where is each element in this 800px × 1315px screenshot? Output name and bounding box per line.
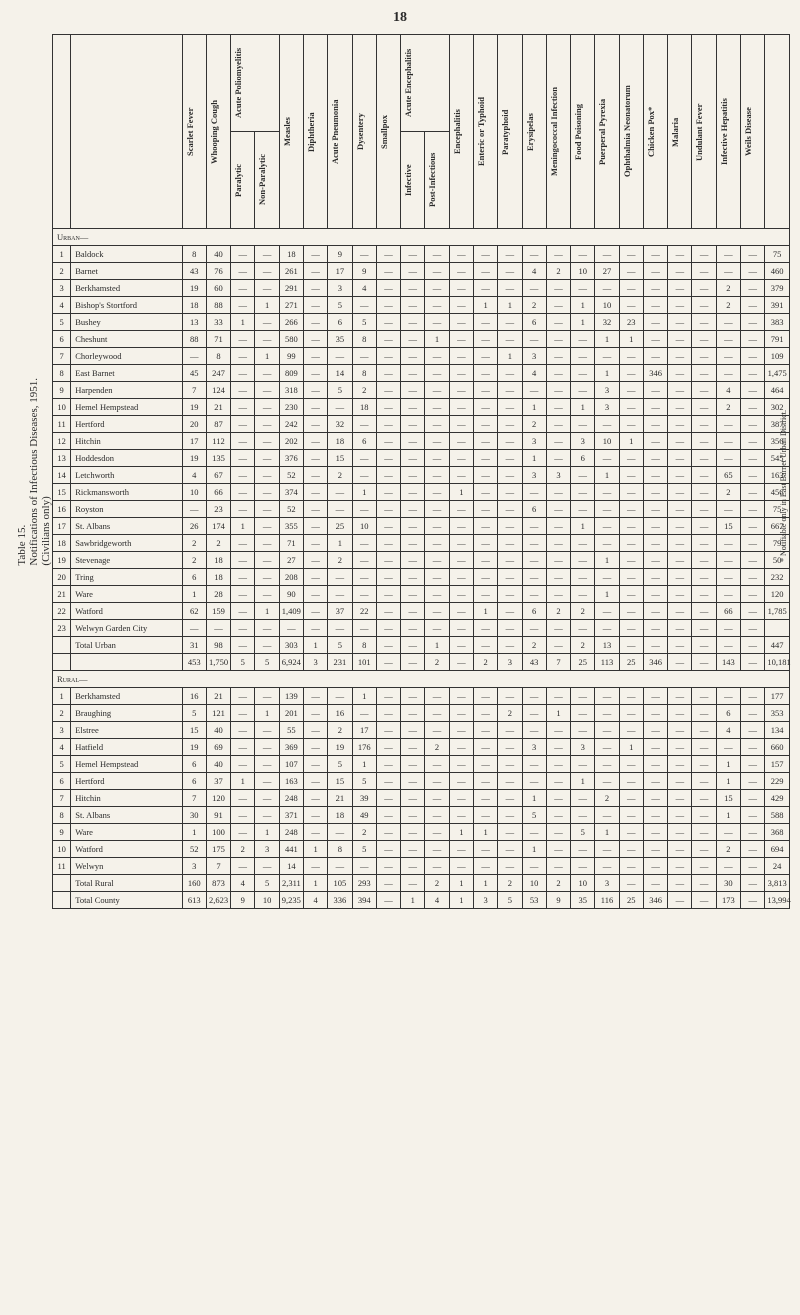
table-row: 3Berkhamsted1960——291—34——————————————2—…	[53, 280, 790, 297]
table-row: 7Hitchin7120——248—2139——————1——2————15—4…	[53, 790, 790, 807]
footnote: * Notifiable only in East Barnet Urban D…	[779, 410, 788, 562]
table-row: 9Harpenden7124——318—52—————————3————4—46…	[53, 382, 790, 399]
table-row: 17St. Albans261741—355—2510————————1————…	[53, 518, 790, 535]
section-label-row: Urban—	[53, 229, 790, 246]
page-number: 18	[10, 10, 790, 26]
table-row: 1Berkhamsted1621——139——1————————————————…	[53, 688, 790, 705]
table-row: 18Sawbridgeworth22——71—1————————————————…	[53, 535, 790, 552]
table-row: 8East Barnet45247——809—148——————4——1—346…	[53, 365, 790, 382]
table-row: 3Elstree1540——55—217——————————————4—134	[53, 722, 790, 739]
table-row: 15Rickmansworth1066——374——1———1—————————…	[53, 484, 790, 501]
table-row: 12Hitchin17112——202—186——————3—3101—————…	[53, 433, 790, 450]
group-header-row: Scarlet Fever Whooping Cough Acute Polio…	[53, 35, 790, 132]
table-row: 23Welwyn Garden City————————————————————…	[53, 620, 790, 637]
table-row: 7Chorleywood—8—199————————13—————————109	[53, 348, 790, 365]
table-row: 2Barnet4376——261—179——————421027——————46…	[53, 263, 790, 280]
total-row: Total County6132,6239109,2354336394—1413…	[53, 892, 790, 909]
table-row: 1Baldock840——18—9—————————————————75	[53, 246, 790, 263]
table-row: 2Braughing5121—1201—16——————2—1——————6—3…	[53, 705, 790, 722]
table-row: 16Royston—23——52—————————6—————————75	[53, 501, 790, 518]
notifications-table: Scarlet Fever Whooping Cough Acute Polio…	[52, 34, 790, 909]
table-row: 5Bushey13331—266—65——————6—13223—————383	[53, 314, 790, 331]
table-row: 11Hertford2087——242—32———————2—————————3…	[53, 416, 790, 433]
total-row: 4531,750556,9243231101——2—23437251132534…	[53, 654, 790, 671]
table-row: 6Cheshunt8871——580—358——1——————11—————79…	[53, 331, 790, 348]
table-title: Table 15. Notifications of Infectious Di…	[10, 378, 52, 566]
table-row: 13Hoddesdon19135——376—15———————1—6——————…	[53, 450, 790, 467]
table-row: 10Hemel Hempstead1921——230——18——————1—13…	[53, 399, 790, 416]
total-row: Total Urban3198——303158——1———2—213——————…	[53, 637, 790, 654]
table-row: 9Ware1100—1248——2———11———51——————368	[53, 824, 790, 841]
table-row: 11Welwyn37——14———————————————————24	[53, 858, 790, 875]
table-row: 19Stevenage218——27—2——————————1——————50	[53, 552, 790, 569]
table-row: 21Ware128——90————————————1——————120	[53, 586, 790, 603]
table-row: 4Hatfield1969——369—19176——2———3—3—1—————…	[53, 739, 790, 756]
table-row: 20Tring618——208———————————————————232	[53, 569, 790, 586]
total-row: Total Rural160873452,3111105293——2112102…	[53, 875, 790, 892]
table-row: 8St. Albans3091——371—1849——————5———————1…	[53, 807, 790, 824]
table-row: 5Hemel Hempstead640——107—51—————————————…	[53, 756, 790, 773]
table-row: 14Letchworth467——52—2———————33—1————65—1…	[53, 467, 790, 484]
table-row: 10Watford5217523441185——————1———————2—69…	[53, 841, 790, 858]
table-row: 6Hertford6371—163—155————————1—————1—229	[53, 773, 790, 790]
table-row: 4Bishop's Stortford1888—1271—5—————112—1…	[53, 297, 790, 314]
table-row: 22Watford62159—11,409—3722————1—622—————…	[53, 603, 790, 620]
section-label-row: Rural—	[53, 671, 790, 688]
